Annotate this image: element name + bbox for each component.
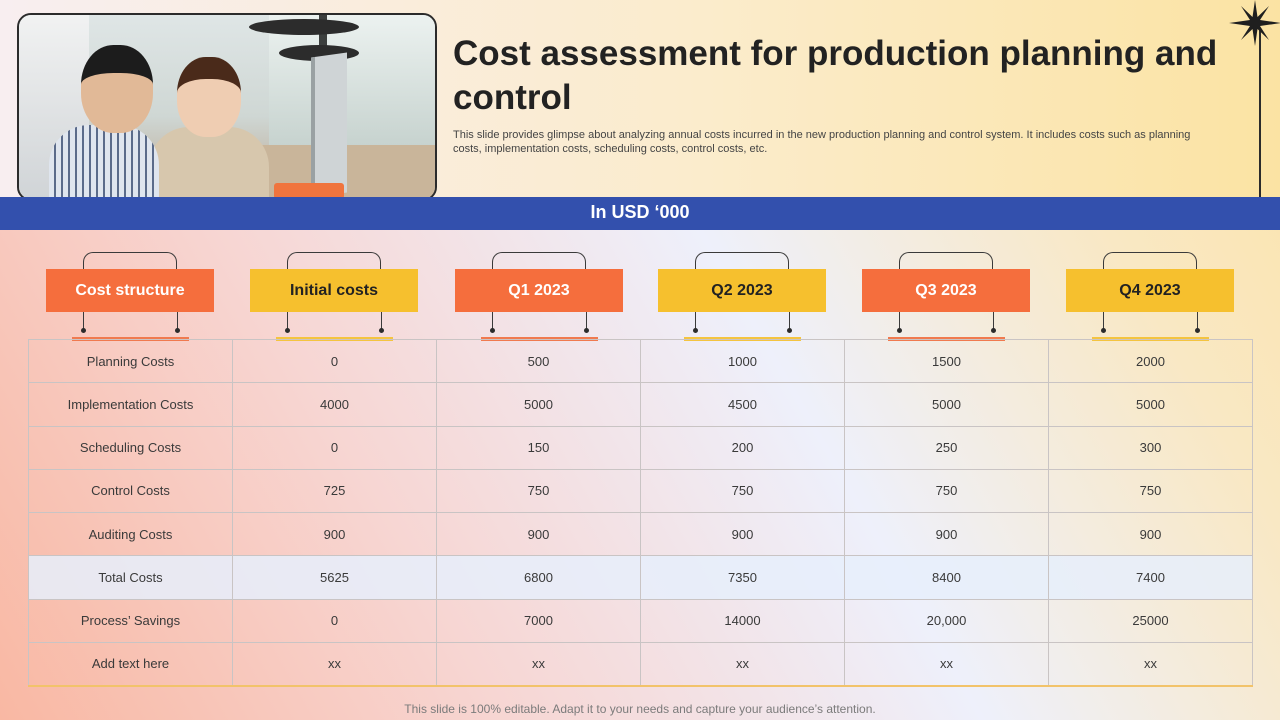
table-row: Implementation Costs 4000 5000 4500 5000 5000 — [28, 382, 1253, 427]
row-label: Control Costs — [28, 468, 233, 514]
footer-note: This slide is 100% editable. Adapt it to… — [404, 702, 876, 716]
table-cell: 7350 — [640, 555, 845, 600]
table-cell: 1000 — [640, 338, 845, 384]
table-cell: 750 — [844, 468, 1049, 514]
table-cell: 7400 — [1048, 555, 1253, 600]
team-photo — [17, 13, 437, 201]
table-cell: 5000 — [844, 382, 1049, 427]
table-cell: 300 — [1048, 425, 1253, 470]
table-cell: 250 — [844, 425, 1049, 470]
row-label: Add text here — [28, 641, 233, 687]
cost-table: Planning Costs 0 500 1000 1500 2000 Implementa… — [28, 338, 1253, 687]
table-cell: 725 — [232, 468, 437, 514]
table-cell: 900 — [640, 511, 845, 557]
table-cell: 5000 — [1048, 382, 1253, 427]
column-header-1: Initial costs — [250, 252, 418, 342]
column-header-label: Initial costs — [250, 269, 418, 312]
table-row: Scheduling Costs 0 150 200 250 300 — [28, 425, 1253, 470]
table-cell: 20,000 — [844, 598, 1049, 643]
row-label: Total Costs — [28, 555, 233, 600]
table-cell: 25000 — [1048, 598, 1253, 643]
table-cell: 900 — [1048, 511, 1253, 557]
row-label: Implementation Costs — [28, 382, 233, 427]
column-header-3: Q2 2023 — [658, 252, 826, 342]
column-header-0: Cost structure — [46, 252, 214, 342]
row-label: Auditing Costs — [28, 511, 233, 557]
table-cell: 750 — [436, 468, 641, 514]
star-hanger-line — [1259, 28, 1261, 198]
column-header-label: Cost structure — [46, 269, 214, 312]
table-cell: 5000 — [436, 382, 641, 427]
table-row: Control Costs 725 750 750 750 750 — [28, 468, 1253, 514]
table-cell: 900 — [844, 511, 1049, 557]
table-cell: 5625 — [232, 555, 437, 600]
table-cell: 0 — [232, 338, 437, 384]
row-label: Scheduling Costs — [28, 425, 233, 470]
table-cell: xx — [844, 641, 1049, 687]
table-cell: 1500 — [844, 338, 1049, 384]
star-burst-icon — [1229, 0, 1280, 46]
page-subtitle: This slide provides glimpse about analyz… — [453, 129, 1191, 155]
column-header-label: Q4 2023 — [1066, 269, 1234, 312]
table-row: Total Costs 5625 6800 7350 8400 7400 — [28, 555, 1253, 600]
table-cell: 4500 — [640, 382, 845, 427]
table-cell: 900 — [232, 511, 437, 557]
table-cell: 4000 — [232, 382, 437, 427]
table-cell: 0 — [232, 425, 437, 470]
table-row: Planning Costs 0 500 1000 1500 2000 — [28, 338, 1253, 384]
table-cell: 14000 — [640, 598, 845, 643]
column-header-label: Q3 2023 — [862, 269, 1030, 312]
table-cell: 750 — [640, 468, 845, 514]
column-header-2: Q1 2023 — [455, 252, 623, 342]
table-cell: xx — [640, 641, 845, 687]
column-header-label: Q1 2023 — [455, 269, 623, 312]
table-cell: 6800 — [436, 555, 641, 600]
column-header-label: Q2 2023 — [658, 269, 826, 312]
table-cell: xx — [436, 641, 641, 687]
table-cell: 2000 — [1048, 338, 1253, 384]
column-header-5: Q4 2023 — [1066, 252, 1234, 342]
table-cell: xx — [232, 641, 437, 687]
table-row: Auditing Costs 900 900 900 900 900 — [28, 511, 1253, 557]
table-row: Process’ Savings 0 7000 14000 20,000 25000 — [28, 598, 1253, 643]
table-cell: 8400 — [844, 555, 1049, 600]
page-title: Cost assessment for production planning … — [453, 34, 1218, 117]
table-cell: 7000 — [436, 598, 641, 643]
table-cell: 0 — [232, 598, 437, 643]
table-cell: 200 — [640, 425, 845, 470]
row-label: Planning Costs — [28, 338, 233, 384]
table-cell: xx — [1048, 641, 1253, 687]
column-header-4: Q3 2023 — [862, 252, 1030, 342]
table-row: Add text here xx xx xx xx xx — [28, 641, 1253, 687]
table-cell: 750 — [1048, 468, 1253, 514]
table-cell: 500 — [436, 338, 641, 384]
table-cell: 900 — [436, 511, 641, 557]
row-label: Process’ Savings — [28, 598, 233, 643]
table-cell: 150 — [436, 425, 641, 470]
unit-band: In USD ‘000 — [0, 197, 1280, 230]
